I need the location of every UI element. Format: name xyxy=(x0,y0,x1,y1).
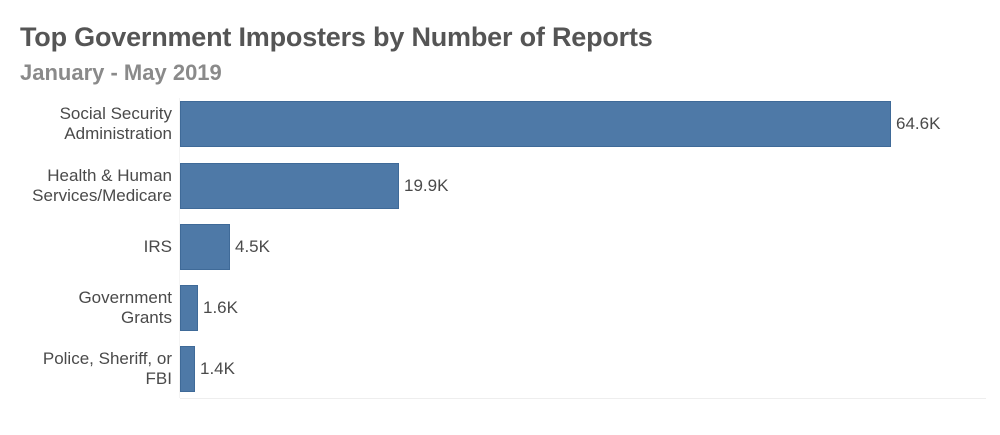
category-label: Police, Sheriff, or FBI xyxy=(42,349,172,388)
chart-subtitle: January - May 2019 xyxy=(20,60,222,85)
bar[interactable] xyxy=(180,285,198,331)
category-label: Health & Human Services/Medicare xyxy=(32,166,172,205)
bar-row: Government Grants 1.6K xyxy=(0,285,1000,331)
value-label: 64.6K xyxy=(896,114,941,133)
bar[interactable] xyxy=(180,224,230,270)
chart-title: Top Government Imposters by Number of Re… xyxy=(20,22,653,52)
value-axis-baseline xyxy=(180,398,986,399)
bar[interactable] xyxy=(180,346,195,392)
bar-row: Police, Sheriff, or FBI 1.4K xyxy=(0,346,1000,392)
bar-row: Social Security Administration 64.6K xyxy=(0,101,1000,147)
bar[interactable] xyxy=(180,163,399,209)
category-axis-line xyxy=(179,98,180,398)
category-label: Government Grants xyxy=(78,288,172,327)
value-label: 1.6K xyxy=(203,298,238,317)
value-label: 4.5K xyxy=(235,237,270,256)
category-label: Social Security Administration xyxy=(59,104,172,143)
value-label: 1.4K xyxy=(200,359,235,378)
bar-row: Health & Human Services/Medicare 19.9K xyxy=(0,163,1000,209)
bar-row: IRS 4.5K xyxy=(0,224,1000,270)
bar[interactable] xyxy=(180,101,891,147)
value-label: 19.9K xyxy=(404,176,449,195)
category-label: IRS xyxy=(143,237,172,256)
